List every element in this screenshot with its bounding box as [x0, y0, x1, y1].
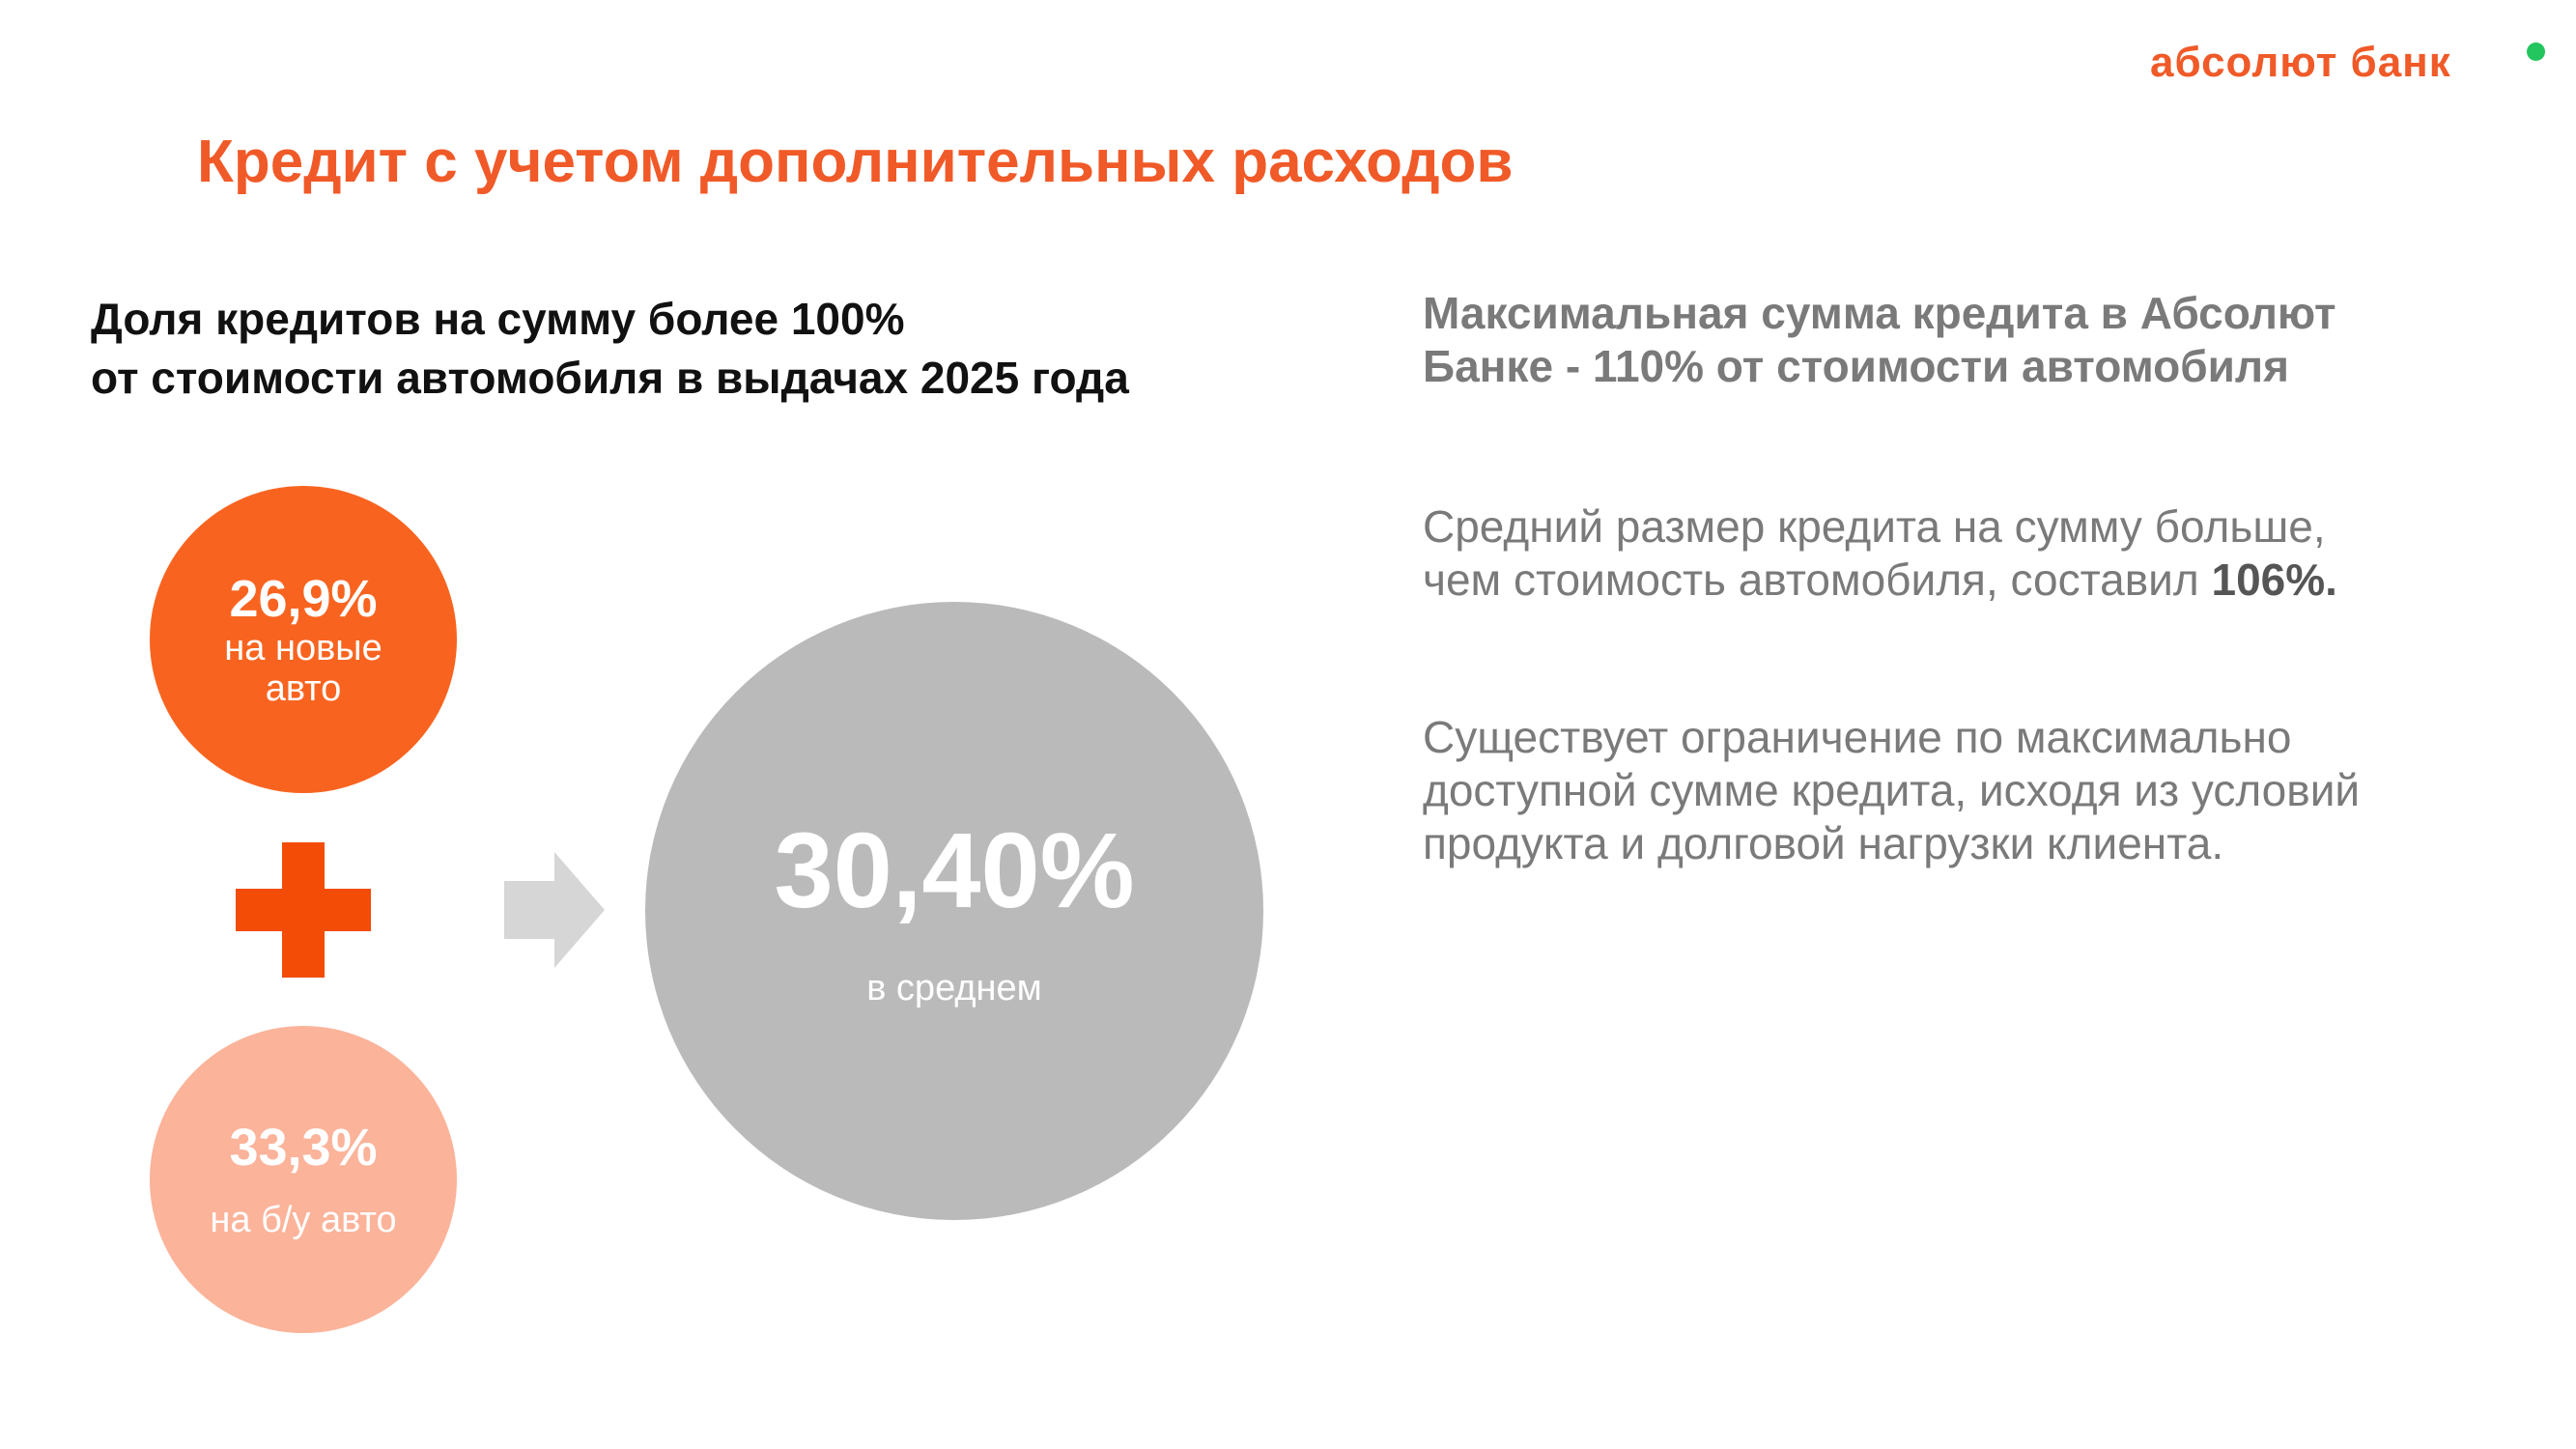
max-credit-heading-line-1: Максимальная сумма кредита в Абсолют — [1423, 288, 2336, 338]
arrow-right-icon — [504, 852, 605, 968]
subtitle-line-1: Доля кредитов на сумму более 100% — [91, 294, 905, 344]
average-credit-value: 106%. — [2211, 554, 2337, 605]
limit-paragraph: Существует ограничение по максимально до… — [1423, 711, 2534, 870]
average-credit-line-2-text: чем стоимость автомобиля, составил — [1423, 554, 2212, 605]
limit-line-3: продукта и долговой нагрузки клиента. — [1423, 818, 2224, 868]
average-credit-line-1: Средний размер кредита на сумму больше, — [1423, 501, 2326, 552]
subtitle-line-2: от стоимости автомобиля в выдачах 2025 г… — [91, 353, 1129, 403]
max-credit-heading: Максимальная сумма кредита в Абсолют Бан… — [1423, 287, 2534, 393]
bank-logo: абсолют банк — [2150, 35, 2556, 102]
used-cars-label: на б/у авто — [210, 1200, 397, 1240]
new-cars-circle: 26,9% на новые авто — [150, 486, 457, 793]
slide-title: Кредит с учетом дополнительных расходов — [197, 128, 1514, 195]
used-cars-circle: 33,3% на б/у авто — [150, 1026, 457, 1333]
used-cars-value: 33,3% — [229, 1119, 378, 1177]
limit-line-1: Существует ограничение по максимально — [1423, 712, 2292, 762]
average-value: 30,40% — [774, 811, 1135, 930]
section-subtitle: Доля кредитов на сумму более 100% от сто… — [91, 290, 1346, 408]
average-credit-paragraph: Средний размер кредита на сумму больше, … — [1423, 500, 2534, 607]
new-cars-value: 26,9% — [229, 570, 378, 628]
average-label: в среднем — [866, 968, 1042, 1009]
average-credit-line-2: чем стоимость автомобиля, составил 106%. — [1423, 554, 2534, 607]
max-credit-heading-line-2: Банке - 110% от стоимости автомобиля — [1423, 341, 2289, 391]
average-circle: 30,40% в среднем — [645, 602, 1263, 1220]
limit-line-2: доступной сумме кредита, исходя из услов… — [1423, 765, 2361, 815]
new-cars-label: на новые авто — [224, 628, 382, 709]
plus-icon — [236, 842, 371, 978]
logo-text: абсолют банк — [2150, 39, 2451, 86]
logo-dot — [2527, 43, 2545, 61]
